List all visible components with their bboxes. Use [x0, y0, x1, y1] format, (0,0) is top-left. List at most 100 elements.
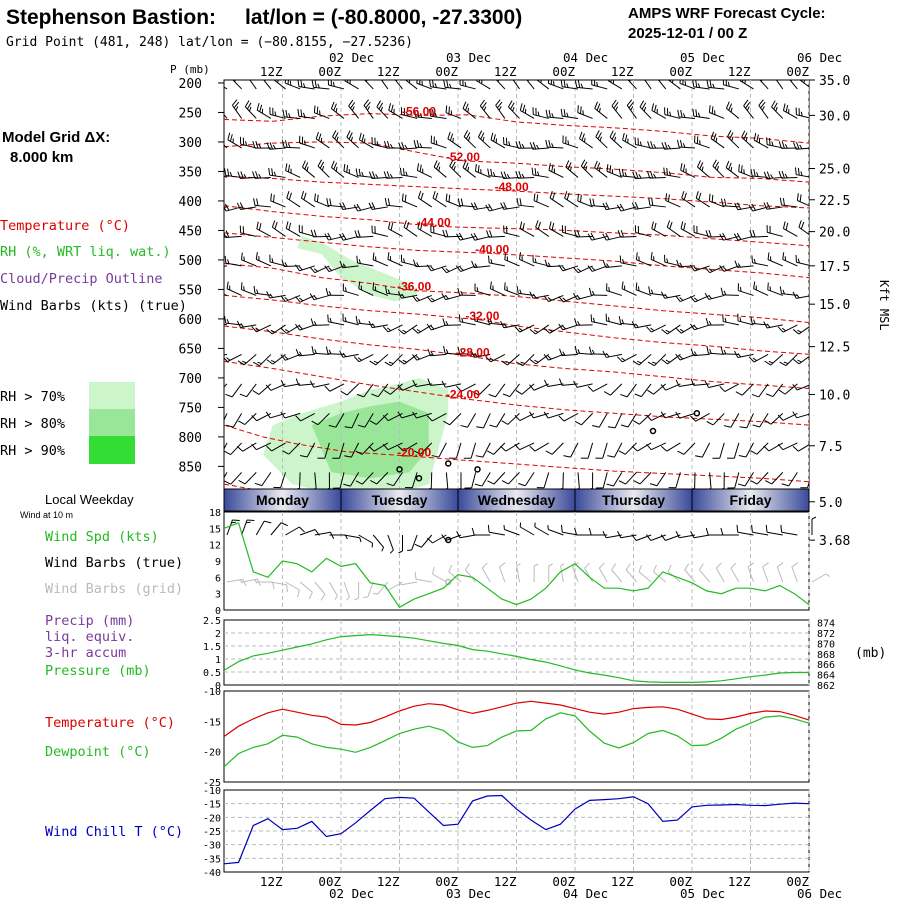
wind-barb-flag [483, 106, 487, 111]
wind-barb-flag [344, 455, 352, 458]
wind-barb-flag [783, 361, 789, 365]
wind-barb-flag [413, 259, 417, 267]
surface-wind-barb [343, 534, 360, 539]
wind-barb-flag [779, 197, 782, 206]
wind-barb-flag [220, 137, 221, 141]
wind-barb-flag [464, 162, 469, 170]
wind-barb-flag [224, 168, 227, 176]
surface-grid-barb [715, 567, 725, 583]
wind-barb-flag [316, 194, 319, 203]
wind-barb [495, 80, 506, 90]
surface-grid-barb-flag [271, 581, 275, 590]
wind-barb-flag [473, 202, 478, 210]
wind-barb-flag [706, 421, 714, 426]
wind-barb-flag [719, 233, 724, 241]
wind-barb-flag [519, 103, 523, 111]
wind-barb-flag [750, 450, 758, 455]
wind-barb [505, 442, 520, 452]
wind-barb-flag [298, 325, 303, 330]
wind-barb-flag [592, 425, 600, 428]
wind-barb-flag [560, 108, 563, 117]
wind-barb-flag [489, 357, 494, 361]
wind-barb-flag [324, 265, 330, 272]
isotherm-label: -20.00 [397, 445, 431, 459]
wind-barb [377, 383, 389, 397]
wind-barb-flag [529, 329, 536, 335]
wind-barb-flag [647, 389, 654, 395]
wind-barb-flag [590, 232, 596, 240]
surface-grid-barb [625, 569, 637, 583]
rh80-label: RH > 80% [0, 416, 65, 432]
wind-barb-flag [534, 168, 537, 176]
wind-barb-flag [714, 161, 719, 169]
wind-barb-flag [543, 353, 549, 361]
wind-barb-flag [284, 140, 288, 148]
wind-barb-flag [679, 80, 681, 84]
wind-barb-flag [369, 360, 377, 366]
surface-wind-barb [411, 534, 418, 551]
wind-barb-flag [664, 293, 668, 299]
wind-barb-flag [314, 80, 317, 88]
wind-barb-flag [766, 323, 771, 328]
wind-barb-flag [778, 389, 786, 395]
wind-barb-flag [287, 143, 291, 148]
surface-wind-barb-flag [389, 549, 394, 554]
wind-barb-flag [651, 198, 654, 206]
surface-wind-barb-flag [631, 534, 637, 541]
wind-barb-flag [368, 202, 373, 210]
wind-barb-flag [464, 81, 467, 87]
wind-barb-flag [325, 346, 329, 354]
wind-barb-flag [518, 141, 522, 149]
wind-barb-flag [351, 106, 355, 111]
bottom-hour-label: 00Z [435, 874, 458, 889]
wind-barb-flag [416, 163, 420, 171]
surface-wind-barb-flag [299, 526, 305, 533]
wind-barb [339, 442, 345, 459]
wind-barb-flag [526, 73, 530, 79]
wind-barb-flag [799, 144, 803, 150]
panel-y-tick-label: 3 [215, 590, 221, 601]
wind-barb-flag [534, 258, 537, 263]
wind-barb-flag [798, 220, 802, 228]
wind-barb-flag [227, 168, 230, 176]
surface-grid-barb [498, 566, 506, 583]
wind-barb-flag [779, 361, 787, 367]
wind-barb [524, 472, 535, 487]
wind-barb-flag [782, 289, 785, 295]
wind-barb-flag [234, 80, 236, 82]
surface-grid-barb-flag [762, 562, 769, 568]
wind-barb-flag [224, 480, 232, 485]
wind-barb-flag [549, 190, 553, 199]
wind-barb-flag [413, 139, 417, 148]
wind-barb-flag [246, 102, 252, 110]
wind-barb [231, 383, 243, 398]
wind-barb-flag [490, 259, 493, 264]
wind-barb-flag [617, 230, 621, 238]
wind-barb [722, 294, 739, 296]
surface-wind-barb-flag [247, 519, 255, 521]
wind-barb-flag [342, 202, 347, 210]
wind-barb-flag [336, 136, 339, 142]
wind-barb-flag [728, 103, 733, 111]
panel-y-tick-label: 1.5 [203, 642, 221, 653]
wind-barb [401, 412, 418, 419]
wind-barb-flag [689, 296, 696, 303]
wind-barb-flag [680, 163, 683, 171]
surface-wind-barb [548, 529, 564, 536]
header-group: Stephenson Bastion: lat/lon = (-80.8000,… [6, 5, 826, 50]
wind-barb [587, 442, 594, 459]
wind-barb-flag [375, 174, 379, 179]
wind-barb-flag [516, 361, 524, 367]
wind-barb-flag [800, 111, 803, 117]
wind-barb-flag [443, 420, 450, 426]
wind-barb [445, 472, 449, 489]
wind-barb-flag [796, 142, 800, 150]
wind-barb-flag [339, 202, 344, 210]
wind-barb-flag [592, 198, 595, 206]
wind-barb [744, 472, 754, 487]
wind-barb [519, 442, 535, 451]
wind-barb-flag [737, 202, 742, 210]
wind-barb-flag [799, 194, 802, 202]
surface-grid-barb [270, 581, 287, 586]
wind-barb-flag [404, 194, 407, 202]
